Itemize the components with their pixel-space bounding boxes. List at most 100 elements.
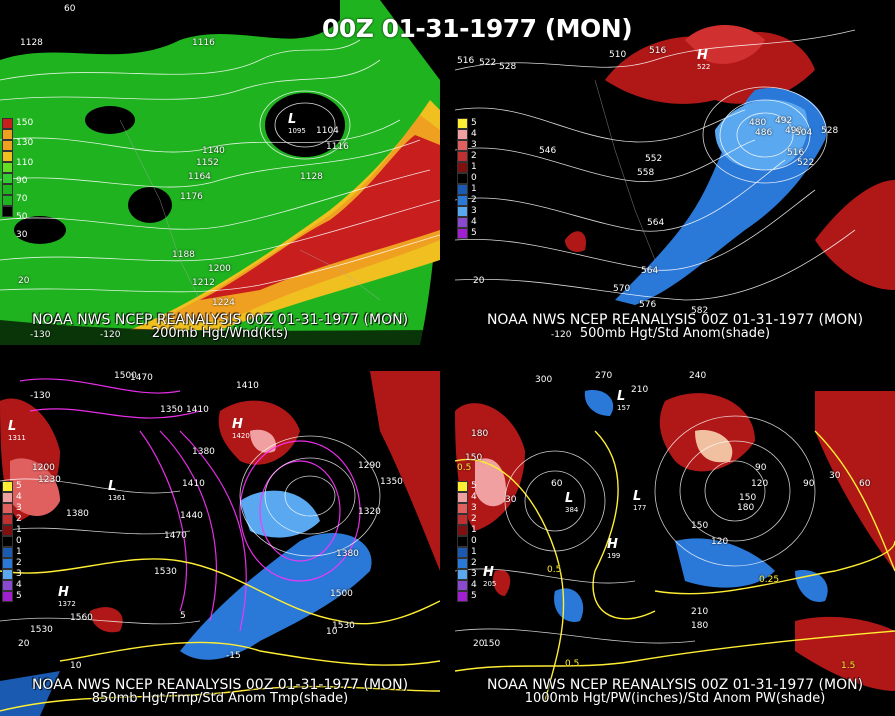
- contour-label: 1350: [380, 477, 403, 487]
- legend-tick: 2: [16, 558, 22, 568]
- low-center-marker: L 1361: [108, 479, 126, 502]
- lat-label: 20: [18, 639, 30, 649]
- center-value: 1361: [108, 494, 126, 502]
- contour-label: 1200: [208, 264, 231, 274]
- lat-label: 60: [64, 4, 76, 14]
- contour-label: 516: [457, 56, 475, 66]
- contour-label: 60: [551, 479, 563, 489]
- legend-tick: 30: [16, 230, 28, 240]
- contour-label: 1410: [182, 479, 205, 489]
- contour-label: 30: [829, 471, 841, 481]
- center-value: 522: [697, 63, 711, 71]
- contour-label: 1128: [20, 38, 43, 48]
- contour-label: 1530: [332, 621, 355, 631]
- legend-tick: 0: [471, 536, 477, 546]
- center-value: 1311: [8, 434, 26, 442]
- legend-tick: 2: [471, 195, 477, 205]
- field-caption: 500mb Hgt/Std Anom(shade): [579, 326, 771, 341]
- contour-label: 570: [613, 284, 631, 294]
- contour-label: 1440: [180, 511, 203, 521]
- contour-label: 498: [785, 126, 803, 136]
- center-value: 384: [565, 506, 579, 514]
- legend-tick: 5: [471, 228, 477, 238]
- center-value: 1095: [288, 127, 306, 135]
- contour-label: 486: [755, 128, 773, 138]
- contour-label: 240: [689, 371, 707, 381]
- contour-label: 1500: [114, 371, 137, 381]
- panel-1000mb-caption: NOAA NWS NCEP REANALYSIS 00Z 01-31-1977 …: [455, 677, 895, 706]
- contour-label: 504: [795, 128, 813, 138]
- contour-label: 90: [755, 463, 767, 473]
- contour-label: 1470: [130, 373, 153, 383]
- page-title: 00Z 01-31-1977 (MON): [322, 14, 633, 43]
- legend-tick: 4: [16, 492, 22, 502]
- center-value: 1372: [58, 600, 76, 608]
- field-caption: 850mb Hgt/Tmp/Std Anom Tmp(shade): [91, 691, 349, 706]
- contour-label: 270: [595, 371, 613, 381]
- legend-tick: 0: [471, 173, 477, 183]
- contour-label: 210: [631, 385, 649, 395]
- contour-label: 1116: [192, 38, 215, 48]
- legend-tick: 0: [16, 536, 22, 546]
- lon-label: -120: [100, 330, 121, 340]
- high-center-marker: H 522: [697, 48, 711, 71]
- contour-label: 1500: [330, 589, 353, 599]
- legend-tick: 1: [471, 184, 477, 194]
- contour-label: 510: [609, 50, 627, 60]
- contour-label: 120: [711, 537, 729, 547]
- contour-label: 180: [737, 503, 755, 513]
- field-caption: 1000mb Hgt/PW(inches)/Std Anom PW(shade): [524, 691, 826, 706]
- legend-tick: 1: [471, 547, 477, 557]
- lon-label: -130: [30, 330, 51, 340]
- contour-label: 564: [647, 218, 665, 228]
- low-center-marker: L 384: [565, 491, 579, 514]
- legend-1000mb: 5 4 3 2 1 0 1 2 3 4 5: [457, 481, 477, 621]
- high-center-marker: H 1420: [232, 417, 250, 440]
- high-center-marker: H 199: [607, 537, 621, 560]
- contour-label: 1380: [192, 447, 215, 457]
- legend-200mb: 150 130 110 90 70 50 30: [2, 118, 33, 258]
- lat-label: 20: [473, 276, 485, 286]
- panel-850mb: 5 4 3 2 1 0 1 2 3 4 5 1500 1470 1350 141…: [0, 371, 440, 716]
- contour-label: 522: [797, 158, 815, 168]
- contour-label: 150: [465, 453, 483, 463]
- contour-label: 1410: [236, 381, 259, 391]
- legend-tick: 3: [471, 140, 477, 150]
- legend-tick: 3: [471, 503, 477, 513]
- contour-label: 1410: [186, 405, 209, 415]
- high-center-marker: H 205: [483, 565, 497, 588]
- contour-label: 10: [326, 627, 338, 637]
- source-line: NOAA NWS NCEP REANALYSIS 00Z 01-31-1977 …: [486, 312, 864, 328]
- contour-label: 150: [483, 639, 501, 649]
- contour-label: 1152: [196, 158, 219, 168]
- contour-label: 1350: [160, 405, 183, 415]
- legend-tick: 2: [471, 558, 477, 568]
- panel-200mb-map: [0, 0, 440, 345]
- legend-tick: 5: [471, 481, 477, 491]
- center-value: 157: [617, 404, 631, 412]
- legend-tick: 2: [471, 151, 477, 161]
- low-center-marker: L 177: [633, 489, 647, 512]
- contour-label: 1104: [316, 126, 339, 136]
- legend-tick: 3: [471, 206, 477, 216]
- legend-tick: 70: [16, 194, 28, 204]
- contour-label: 1164: [188, 172, 211, 182]
- panel-1000mb: 5 4 3 2 1 0 1 2 3 4 5 300 270 240 210 18…: [455, 371, 895, 716]
- legend-tick: 110: [16, 158, 34, 168]
- contour-label: 0.25: [759, 575, 780, 585]
- source-line: NOAA NWS NCEP REANALYSIS 00Z 01-31-1977 …: [31, 677, 409, 693]
- source-line: NOAA NWS NCEP REANALYSIS 00Z 01-31-1977 …: [486, 677, 864, 693]
- contour-label: 300: [535, 375, 553, 385]
- contour-label: 480: [749, 118, 767, 128]
- contour-label: 1212: [192, 278, 215, 288]
- panel-850mb-caption: NOAA NWS NCEP REANALYSIS 00Z 01-31-1977 …: [0, 677, 440, 706]
- contour-label: 180: [471, 429, 489, 439]
- contour-label: 516: [787, 148, 805, 158]
- contour-label: 10: [70, 661, 82, 671]
- contour-label: 1200: [32, 463, 55, 473]
- panel-200mb: 150 130 110 90 70 50 30 1128 1116 1104 1…: [0, 0, 440, 345]
- contour-label: 582: [691, 306, 709, 316]
- panel-200mb-caption: NOAA NWS NCEP REANALYSIS 00Z 01-31-1977 …: [0, 312, 440, 340]
- source-line: NOAA NWS NCEP REANALYSIS 00Z 01-31-1977 …: [31, 312, 409, 328]
- contour-label: 1188: [172, 250, 195, 260]
